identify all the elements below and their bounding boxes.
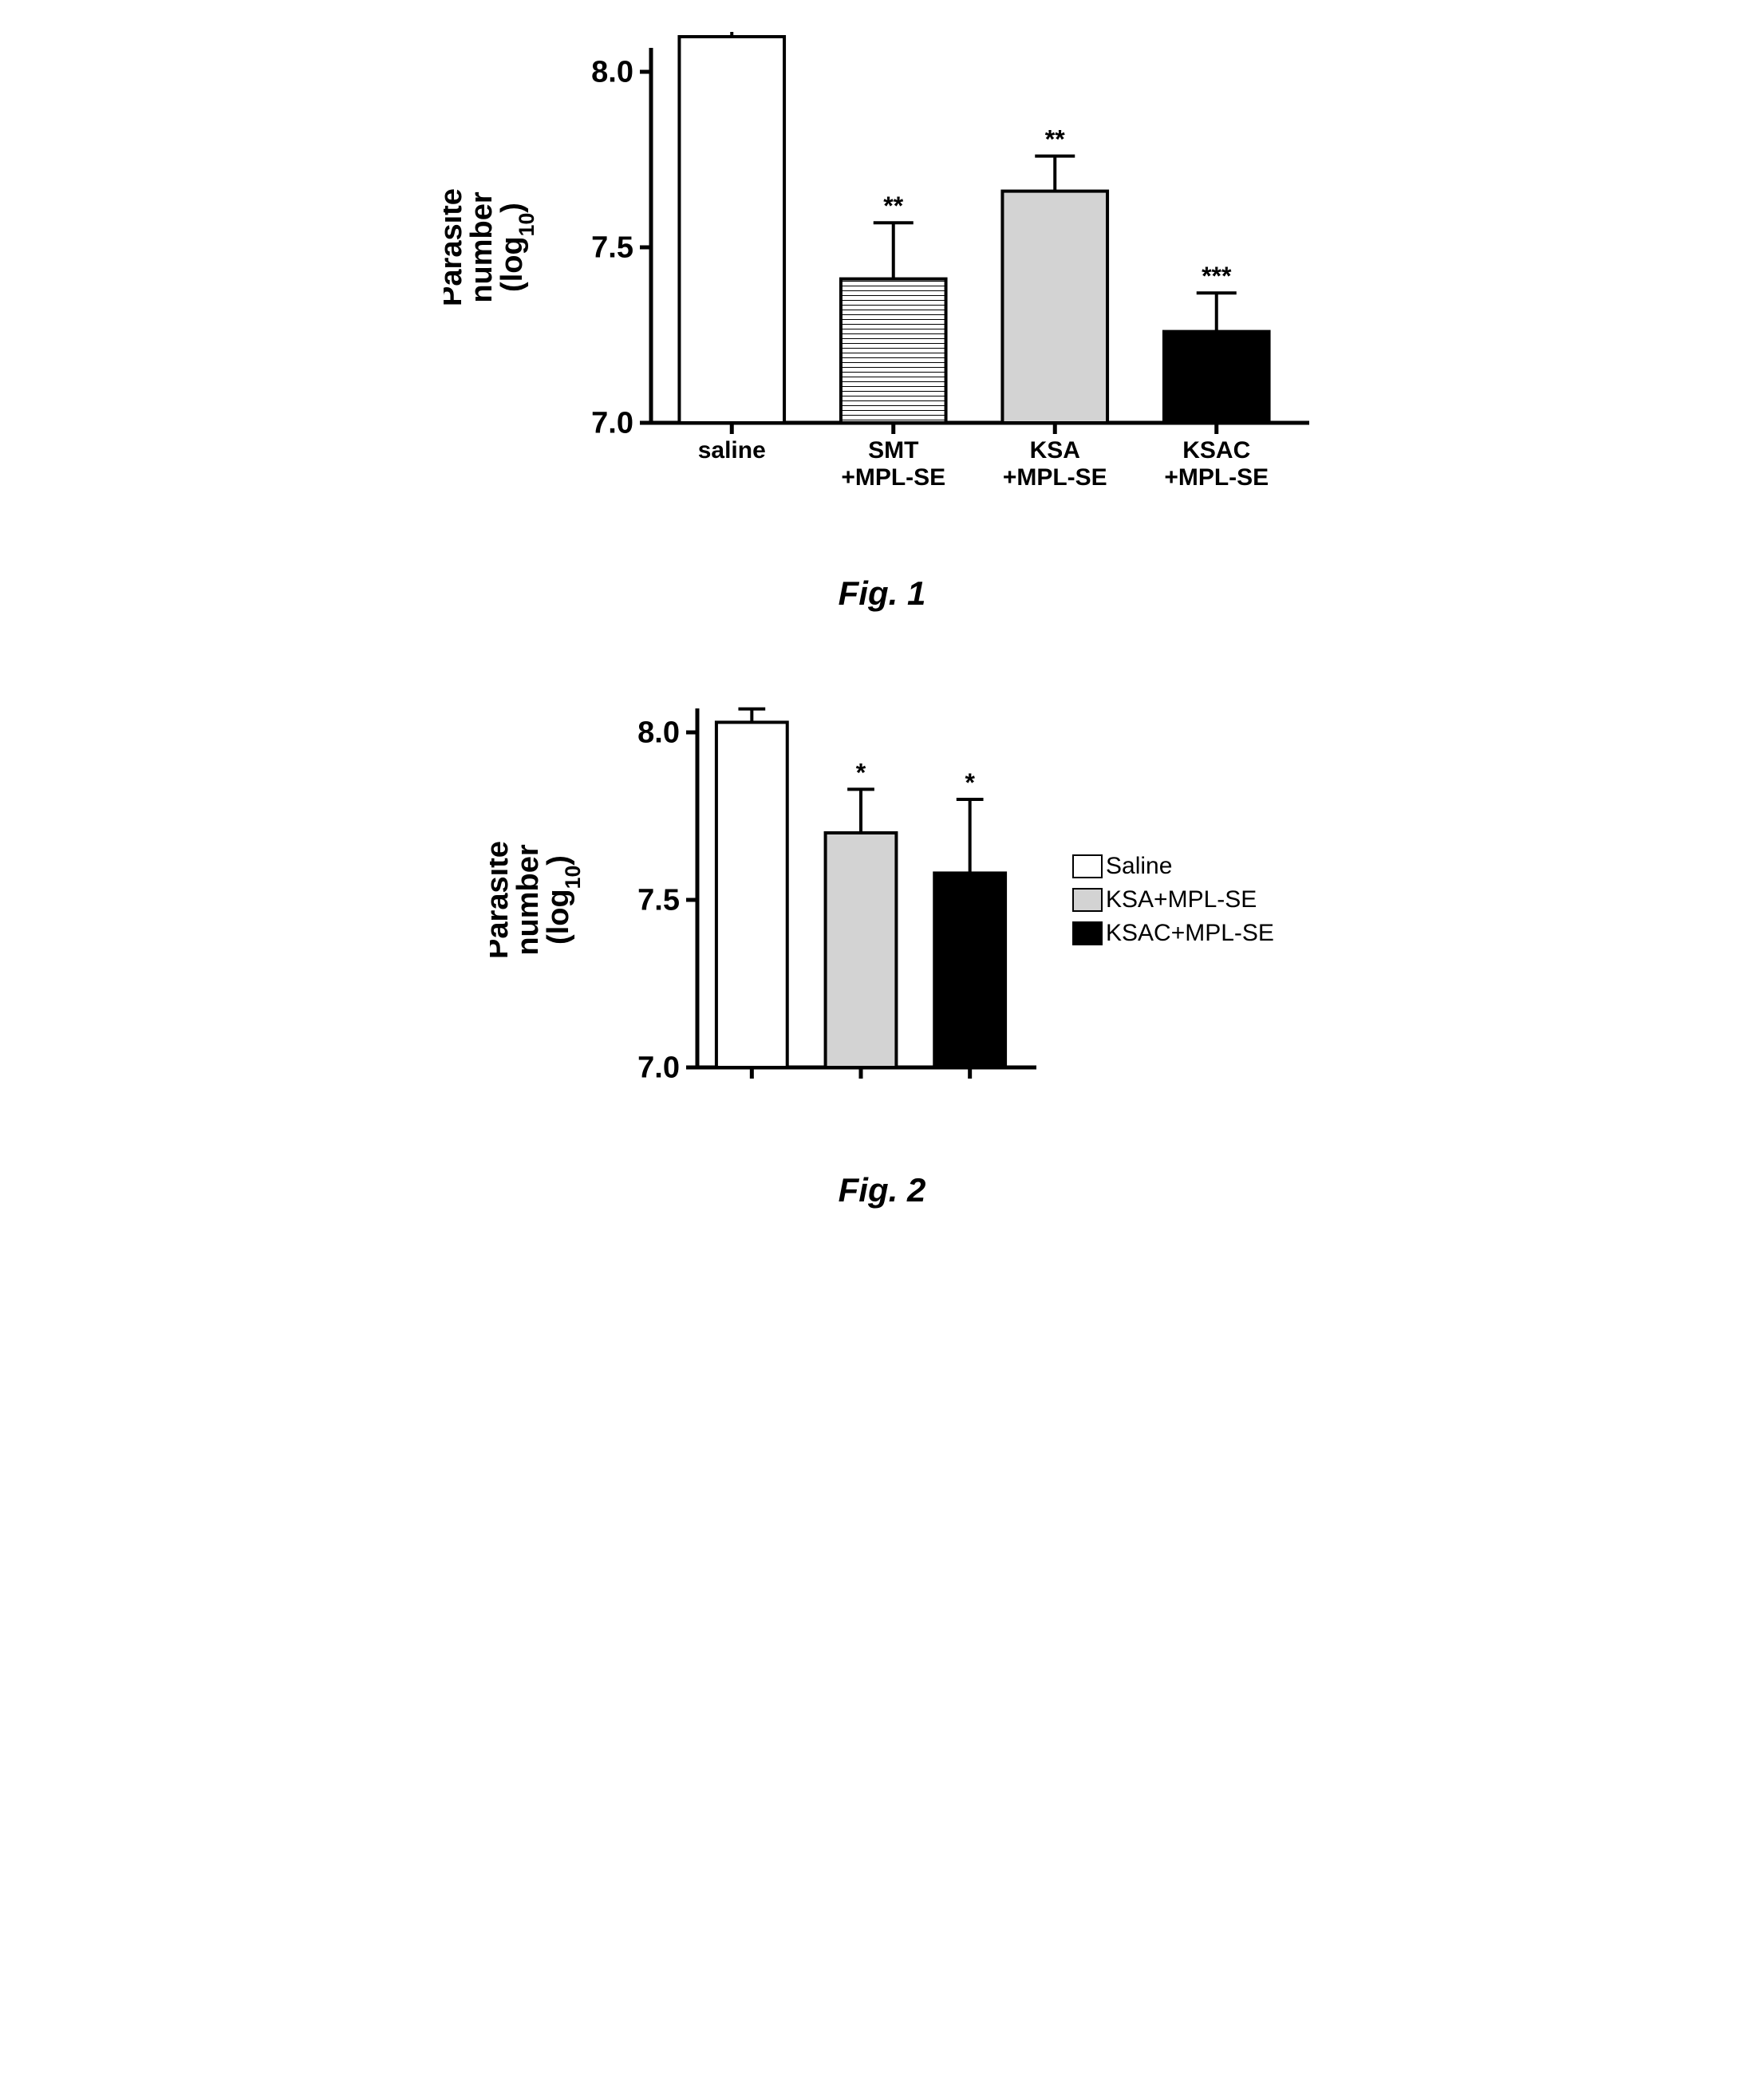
- legend-swatch: [1072, 854, 1103, 878]
- fig2-chart-wrapper: 7.0 7.5 8.0 Parasitenumber(log10) * * Saline K…: [490, 692, 1274, 1107]
- legend-label: KSA+MPL-SE: [1106, 886, 1257, 913]
- bar: [826, 833, 897, 1067]
- bar: [840, 279, 945, 423]
- significance-marker: **: [883, 191, 903, 220]
- bar: [716, 722, 787, 1067]
- bar-label: KSAC: [1182, 437, 1250, 464]
- bar: [1002, 191, 1107, 423]
- svg-text:(log10): (log10): [495, 203, 539, 292]
- svg-text:number: number: [511, 844, 545, 956]
- ytick-label: 7.0: [591, 407, 633, 440]
- bar-label: +MPL-SE: [1164, 464, 1269, 491]
- y-axis-label: Parasitenumber(log10): [444, 188, 539, 306]
- figure-1: 7.0 7.5 8.0 Parasitenumber(log10) saline ** SM…: [444, 32, 1321, 613]
- significance-marker: **: [1044, 125, 1064, 154]
- legend-item: KSAC+MPL-SE: [1072, 920, 1274, 947]
- ytick-label: 8.0: [591, 56, 633, 89]
- legend-label: Saline: [1106, 853, 1172, 880]
- fig1-label: Fig. 1: [444, 574, 1321, 613]
- ytick-label: 8.0: [637, 716, 680, 750]
- fig2-chart: 7.0 7.5 8.0 Parasitenumber(log10) * *: [490, 692, 1048, 1107]
- ytick-label: 7.0: [637, 1051, 680, 1085]
- legend-item: KSA+MPL-SE: [1072, 886, 1274, 913]
- significance-marker: *: [856, 758, 866, 787]
- bar: [1163, 332, 1269, 423]
- bar: [679, 37, 784, 423]
- ytick-label: 7.5: [591, 231, 633, 265]
- bar: [934, 873, 1005, 1067]
- legend-label: KSAC+MPL-SE: [1106, 920, 1274, 947]
- significance-marker: ***: [1202, 262, 1232, 290]
- fig1-chart-wrapper: 7.0 7.5 8.0 Parasitenumber(log10) saline ** SM…: [444, 32, 1321, 511]
- svg-text:(log10): (log10): [542, 855, 585, 945]
- bar-label: SMT: [868, 437, 918, 464]
- y-axis-label: Parasitenumber(log10): [490, 841, 585, 959]
- significance-marker: *: [965, 768, 975, 797]
- legend-swatch: [1072, 921, 1103, 945]
- figure-2: 7.0 7.5 8.0 Parasitenumber(log10) * * Saline K…: [490, 692, 1274, 1209]
- fig1-chart: 7.0 7.5 8.0 Parasitenumber(log10) saline ** SM…: [444, 32, 1321, 511]
- fig2-label: Fig. 2: [490, 1171, 1274, 1209]
- bar-label: KSA: [1029, 437, 1079, 464]
- bar-label: +MPL-SE: [841, 464, 945, 491]
- ytick-label: 7.5: [637, 884, 680, 917]
- legend-item: Saline: [1072, 853, 1274, 880]
- bar-label: saline: [697, 437, 765, 464]
- fig2-legend: Saline KSA+MPL-SE KSAC+MPL-SE: [1072, 853, 1274, 947]
- svg-text:number: number: [465, 191, 499, 303]
- legend-swatch: [1072, 888, 1103, 912]
- bar-label: +MPL-SE: [1002, 464, 1107, 491]
